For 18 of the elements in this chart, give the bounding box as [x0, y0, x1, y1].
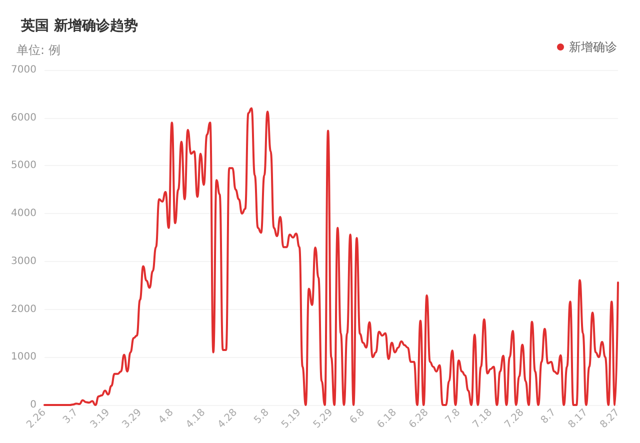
legend-label: 新增确诊 — [569, 40, 617, 54]
y-axis-title: 单位: 例 — [16, 43, 60, 57]
x-tick-label: 4.8 — [156, 407, 176, 426]
y-tick-label: 5000 — [10, 160, 36, 172]
x-tick-label: 7.8 — [444, 407, 463, 426]
x-tick-label: 5.8 — [252, 407, 272, 426]
y-tick-label: 6000 — [10, 112, 36, 124]
y-tick-label: 0 — [30, 400, 36, 410]
x-tick-label: 3.7 — [61, 407, 80, 426]
y-tick-label: 3000 — [10, 256, 36, 267]
line-series — [43, 107, 619, 406]
y-tick-label: 4000 — [10, 208, 36, 220]
x-tick-label: 6.8 — [348, 407, 367, 426]
chart-title: 英国 新增确诊趋势 — [20, 17, 138, 34]
x-tick-label: 8.7 — [539, 407, 558, 426]
y-tick-label: 7000 — [10, 64, 36, 76]
y-tick-label: 1000 — [10, 352, 36, 363]
y-tick-label: 2000 — [10, 304, 36, 315]
